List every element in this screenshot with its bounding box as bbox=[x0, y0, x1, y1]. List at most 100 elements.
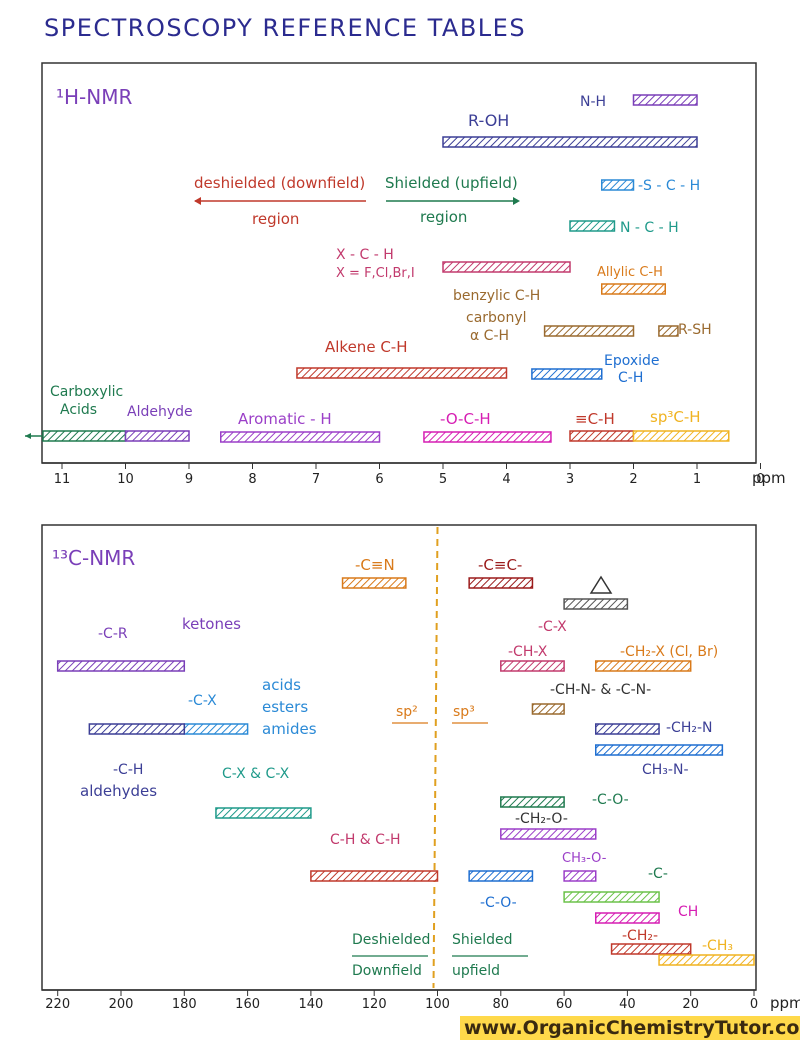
h-label-carboxylic: Carboxylic bbox=[50, 384, 123, 400]
c-label-ch3o: CH₃-O- bbox=[562, 851, 607, 866]
c-nmr-bar bbox=[183, 723, 249, 735]
c-label-ch: CH bbox=[678, 904, 698, 920]
c-nmr-bar bbox=[658, 954, 755, 966]
c-nmr-bar bbox=[500, 660, 565, 672]
c-nmr-bar bbox=[310, 870, 439, 882]
c-nmr-bar bbox=[56, 660, 186, 672]
h-label-sp3: sp³C-H bbox=[650, 408, 701, 426]
c-nmr-bar bbox=[468, 870, 534, 882]
c-nmr-bar bbox=[563, 870, 597, 882]
c-label-ch3n: CH₃-N- bbox=[642, 762, 689, 778]
h-nmr-unit: ppm bbox=[752, 469, 786, 487]
c-label-downfield: Downfield bbox=[352, 963, 422, 979]
c-nmr-title: ¹³C-NMR bbox=[52, 546, 135, 570]
c-label-aldehyde-struct: -C-H bbox=[113, 762, 143, 778]
h-label-aldehyde: Aldehyde bbox=[127, 404, 193, 420]
c-nmr-bar bbox=[595, 912, 660, 924]
c-label-acids: acids bbox=[262, 676, 301, 694]
c-label-acids: esters bbox=[262, 698, 308, 716]
h-label-rsh: R-SH bbox=[678, 322, 712, 338]
c-label-cx: -C-X bbox=[538, 619, 567, 635]
c-label-co: -C-O- bbox=[592, 792, 629, 808]
h-label-carbonyl: carbonyl bbox=[466, 310, 527, 326]
c-nmr-bar bbox=[215, 807, 312, 819]
h-nmr-tick-label: 3 bbox=[566, 472, 574, 487]
h-nmr-title: ¹H-NMR bbox=[56, 85, 132, 109]
h-nmr-bar bbox=[442, 261, 571, 273]
h-nmr-tick-label: 7 bbox=[312, 472, 320, 487]
c-label-co3: -C-O- bbox=[480, 895, 517, 911]
c-nmr-bar bbox=[595, 723, 660, 735]
h-nmr-bar bbox=[601, 283, 666, 295]
h-nmr-bar bbox=[543, 325, 635, 337]
c-label-deshielded: Deshielded bbox=[352, 932, 430, 948]
h-nmr-tick-label: 1 bbox=[693, 472, 701, 487]
c-nmr-bar bbox=[341, 577, 407, 589]
h-nmr-tick-label: 10 bbox=[117, 472, 134, 487]
c-nmr-tick-label: 180 bbox=[172, 997, 197, 1012]
h-label-roh: R-OH bbox=[468, 111, 509, 130]
h-nmr-tick-label: 6 bbox=[375, 472, 383, 487]
h-nmr-bar bbox=[296, 367, 508, 379]
c-nmr-bar bbox=[595, 744, 724, 756]
c-label-cq: -C- bbox=[648, 866, 668, 882]
c-label-ch3: -CH₃ bbox=[702, 938, 733, 954]
h-label-sch: -S - C - H bbox=[638, 178, 700, 194]
c-nmr-bar bbox=[500, 796, 565, 808]
h-nmr-bar bbox=[632, 94, 698, 106]
c-nmr-tick-label: 100 bbox=[425, 997, 450, 1012]
h-label-epoxide: Epoxide bbox=[604, 353, 660, 369]
c-nmr-bar bbox=[563, 598, 629, 610]
c-label-aldehydes: aldehydes bbox=[80, 782, 157, 800]
h-nmr-bar bbox=[658, 325, 679, 337]
c-label-chn: -CH-N- & -C-N- bbox=[550, 682, 651, 698]
c-label-upfield: upfield bbox=[452, 963, 500, 979]
c-nmr-tick-label: 120 bbox=[362, 997, 387, 1012]
c-nmr-bar bbox=[610, 943, 692, 955]
c-label-ch2n: -CH₂-N bbox=[666, 720, 713, 736]
c-nmr-tick-label: 60 bbox=[556, 997, 573, 1012]
c-label-ketone-struct: -C-R bbox=[98, 626, 128, 642]
c-label-sp3: sp³ bbox=[453, 704, 475, 720]
h-nmr-tick-label: 5 bbox=[439, 472, 447, 487]
c-nmr-unit: ppm bbox=[770, 994, 800, 1012]
h-nmr-panel bbox=[41, 62, 757, 464]
h-label-nh: N-H bbox=[580, 94, 606, 110]
c-label-arh: C-H & C-H bbox=[330, 832, 401, 848]
h-label-nch: N - C - H bbox=[620, 220, 679, 236]
c-nmr-sp-divider bbox=[432, 526, 439, 989]
c-nmr-tick-label: 80 bbox=[493, 997, 510, 1012]
h-label-alkene: Alkene C-H bbox=[325, 338, 407, 356]
h-nmr-arrowhead bbox=[25, 433, 31, 439]
h-nmr-bar bbox=[569, 220, 616, 232]
c-nmr-tick-label: 220 bbox=[45, 997, 70, 1012]
footer-url[interactable]: www.OrganicChemistryTutor.com bbox=[460, 1016, 800, 1040]
h-label-allylic: Allylic C-H bbox=[597, 265, 663, 280]
h-label-deshielded-region: region bbox=[252, 210, 299, 228]
c-nmr-tick-label: 200 bbox=[109, 997, 134, 1012]
h-label-epoxide: C-H bbox=[618, 370, 643, 386]
h-label-och: -O-C-H bbox=[440, 410, 491, 428]
c-label-arx: C-X & C-X bbox=[222, 766, 290, 782]
h-nmr-tick-label: 4 bbox=[502, 472, 510, 487]
c-nmr-marks: 220 200 180 160 140 120 100 80 60 40 20 0-C≡N -C≡C-k… bbox=[42, 526, 758, 1012]
c-label-ch2: -CH₂- bbox=[622, 928, 658, 944]
h-nmr-tick-label: 0 bbox=[756, 472, 764, 487]
c-label-acids: amides bbox=[262, 720, 317, 738]
c-nmr-bar bbox=[500, 828, 597, 840]
h-label-carbonyl: α C-H bbox=[470, 328, 509, 344]
c-label-alkyne: -C≡C- bbox=[478, 556, 522, 574]
h-nmr-bar bbox=[42, 430, 127, 442]
c-nmr-tick-label: 40 bbox=[619, 997, 636, 1012]
h-label-xch: X - C - H bbox=[336, 247, 394, 263]
h-label-aromatic: Aromatic - H bbox=[238, 410, 332, 428]
h-nmr-tick-label: 11 bbox=[54, 472, 71, 487]
h-nmr-bar bbox=[423, 431, 552, 443]
h-label-alkyne: ≡C-H bbox=[575, 410, 615, 428]
h-nmr-bar bbox=[569, 430, 635, 442]
h-nmr-bar bbox=[601, 179, 635, 191]
c-label-ketones: ketones bbox=[182, 615, 241, 633]
c-label-ch2o: -CH₂-O- bbox=[515, 811, 568, 827]
